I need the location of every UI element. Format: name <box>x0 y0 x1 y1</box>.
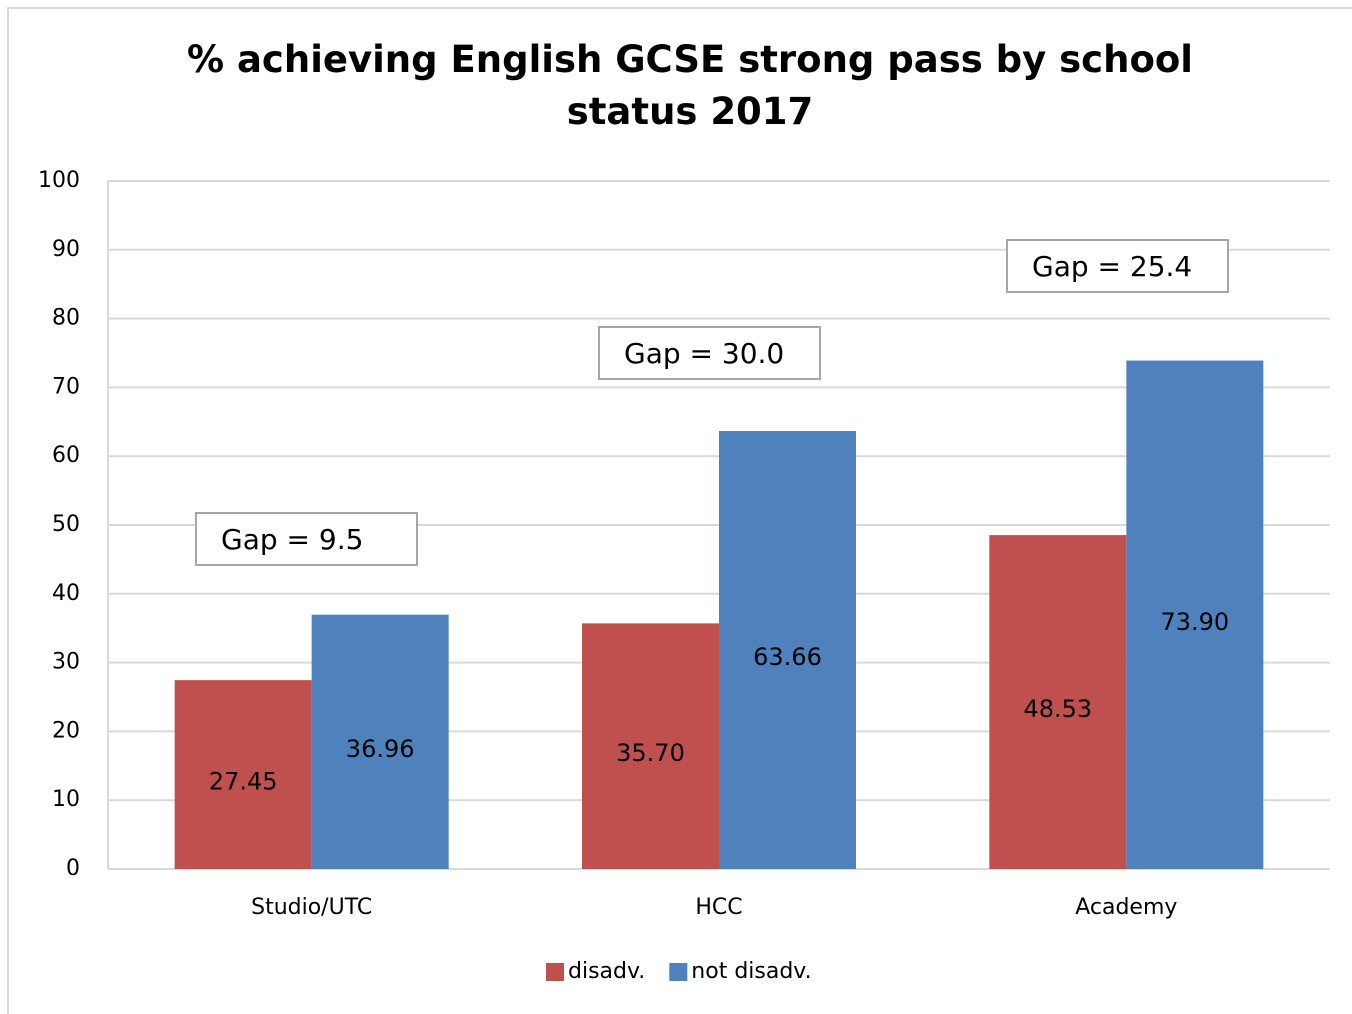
bar <box>719 431 856 869</box>
annotation-box <box>1006 239 1229 293</box>
value-label: 35.70 <box>616 739 685 767</box>
annotation: Gap = 30.0 <box>624 337 784 370</box>
value-label: 73.90 <box>1160 608 1229 636</box>
chart-title: % achieving English GCSE strong pass by … <box>187 38 1193 133</box>
bar <box>582 623 719 869</box>
value-label: 36.96 <box>346 735 415 763</box>
y-tick-label: 50 <box>52 512 80 537</box>
bar <box>311 614 449 869</box>
legend-label: disadv. <box>568 959 645 984</box>
legend-swatch <box>546 963 564 981</box>
y-tick-label: 100 <box>38 168 80 193</box>
y-tick-label: 30 <box>52 650 80 675</box>
y-tick-label: 10 <box>52 787 80 812</box>
bar <box>174 680 312 869</box>
value-label: 48.53 <box>1023 695 1092 723</box>
annotation: Gap = 25.4 <box>1032 250 1192 283</box>
y-tick-label: 0 <box>66 856 80 881</box>
legend-label: not disadv. <box>691 959 811 984</box>
annotation-box <box>195 512 418 566</box>
chart-border <box>7 7 1352 1014</box>
y-tick-label: 70 <box>52 374 80 399</box>
x-tick-label: Studio/UTC <box>251 895 372 920</box>
x-tick-label: Academy <box>1075 895 1177 920</box>
bar <box>1126 360 1264 869</box>
y-tick-label: 20 <box>52 718 80 743</box>
y-tick-label: 80 <box>52 306 80 331</box>
y-tick-label: 40 <box>52 581 80 606</box>
annotation: Gap = 9.5 <box>221 523 363 556</box>
value-label: 27.45 <box>209 768 278 796</box>
y-tick-label: 90 <box>52 237 80 262</box>
annotation-box <box>598 326 821 380</box>
x-tick-label: HCC <box>695 895 742 920</box>
y-tick-label: 60 <box>52 443 80 468</box>
value-label: 63.66 <box>753 643 822 671</box>
legend-swatch <box>669 963 688 981</box>
bar <box>989 535 1127 869</box>
